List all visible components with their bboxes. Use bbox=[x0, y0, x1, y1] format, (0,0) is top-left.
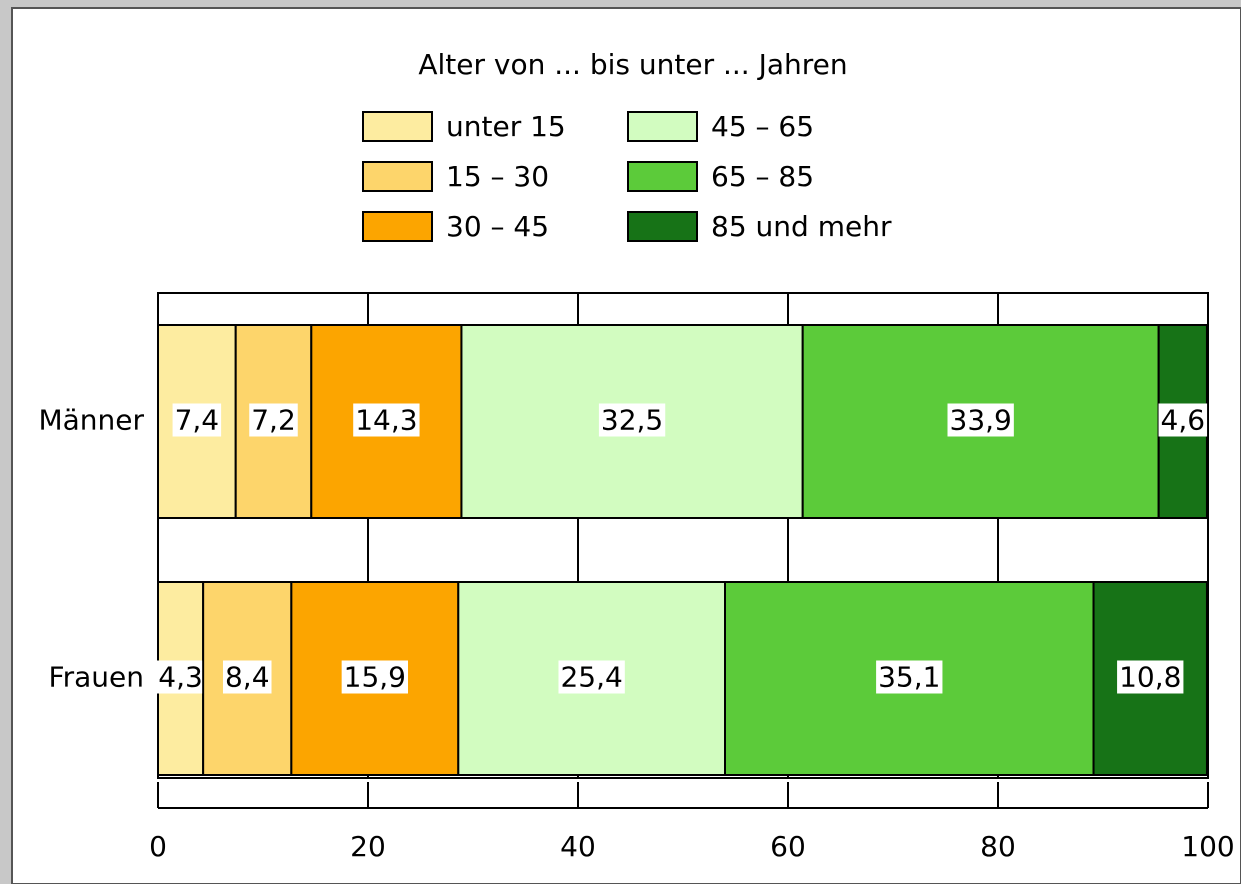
value-label-bg bbox=[172, 403, 222, 437]
value-label-bg bbox=[249, 403, 298, 437]
value-label: 4,3 bbox=[158, 661, 203, 694]
value-label: 15,9 bbox=[344, 661, 406, 694]
value-label-bg bbox=[876, 660, 943, 694]
value-label: 4,6 bbox=[1161, 404, 1206, 437]
value-label-bg bbox=[341, 660, 408, 694]
value-label: 7,2 bbox=[251, 404, 296, 437]
y-tick-label: Männer bbox=[38, 404, 144, 437]
legend-swatch bbox=[627, 161, 698, 192]
value-label-bg bbox=[558, 660, 625, 694]
value-label-bg bbox=[353, 403, 420, 437]
value-label-bg bbox=[1158, 403, 1208, 437]
value-label: 35,1 bbox=[878, 661, 940, 694]
value-label: 14,3 bbox=[355, 404, 417, 437]
value-label: 8,4 bbox=[225, 661, 270, 694]
value-label-bg bbox=[156, 660, 205, 694]
value-label: 7,4 bbox=[175, 404, 220, 437]
legend-title: Alter von ... bis unter ... Jahren bbox=[418, 48, 847, 81]
legend-swatch bbox=[362, 211, 433, 242]
value-label: 10,8 bbox=[1119, 661, 1181, 694]
x-tick-label: 60 bbox=[770, 830, 806, 863]
legend-label: unter 15 bbox=[446, 110, 566, 143]
legend-swatch bbox=[362, 161, 433, 192]
value-label-bg bbox=[1117, 660, 1184, 694]
x-tick-label: 40 bbox=[560, 830, 596, 863]
value-label: 33,9 bbox=[950, 404, 1012, 437]
legend-label: 85 und mehr bbox=[711, 210, 892, 243]
legend-label: 65 – 85 bbox=[711, 160, 814, 193]
legend-swatch bbox=[362, 111, 433, 142]
x-tick-label: 20 bbox=[350, 830, 386, 863]
value-label-bg bbox=[222, 660, 272, 694]
x-tick-label: 100 bbox=[1181, 830, 1234, 863]
value-label: 25,4 bbox=[560, 661, 622, 694]
value-label: 32,5 bbox=[601, 404, 663, 437]
value-label-bg bbox=[947, 403, 1014, 437]
legend-swatch bbox=[627, 211, 698, 242]
legend-label: 45 – 65 bbox=[711, 110, 814, 143]
legend-label: 15 – 30 bbox=[446, 160, 549, 193]
legend-swatch bbox=[627, 111, 698, 142]
value-label-bg bbox=[598, 403, 666, 437]
x-tick-label: 0 bbox=[149, 830, 167, 863]
x-tick-label: 80 bbox=[980, 830, 1016, 863]
legend-label: 30 – 45 bbox=[446, 210, 549, 243]
y-tick-label: Frauen bbox=[49, 661, 144, 694]
